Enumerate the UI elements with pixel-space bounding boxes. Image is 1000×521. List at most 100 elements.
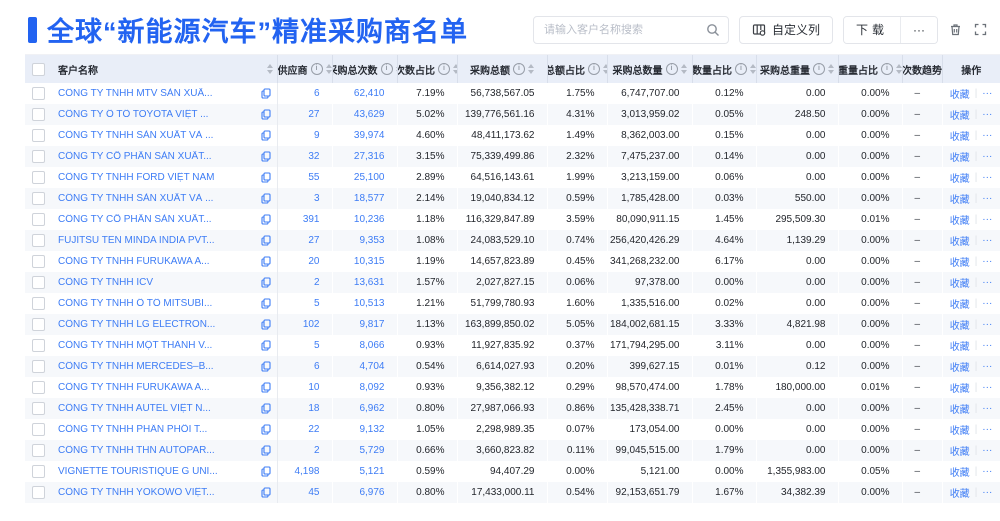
- info-icon[interactable]: i: [588, 63, 600, 75]
- favorite-button[interactable]: 收藏: [949, 153, 970, 164]
- sort-icon[interactable]: [896, 64, 901, 74]
- row-checkbox[interactable]: [32, 381, 45, 394]
- favorite-button[interactable]: 收藏: [949, 195, 970, 206]
- sort-icon[interactable]: [603, 64, 606, 74]
- copy-icon[interactable]: [260, 319, 271, 330]
- copy-icon[interactable]: [260, 361, 271, 372]
- copy-icon[interactable]: [260, 256, 271, 267]
- copy-icon[interactable]: [260, 88, 271, 99]
- company-name-link[interactable]: CÔNG TY TNHH YOKOWO VIỆT...: [58, 487, 215, 498]
- search-icon[interactable]: [706, 23, 720, 37]
- info-icon[interactable]: i: [881, 63, 893, 75]
- favorite-button[interactable]: 收藏: [949, 111, 970, 122]
- row-more-button[interactable]: ···: [982, 445, 993, 456]
- info-icon[interactable]: i: [665, 63, 678, 75]
- row-checkbox[interactable]: [32, 213, 45, 226]
- row-checkbox[interactable]: [32, 465, 45, 478]
- company-name-link[interactable]: CÔNG TY TNHH THN AUTOPAR...: [58, 445, 215, 456]
- row-checkbox[interactable]: [32, 150, 45, 163]
- row-checkbox[interactable]: [32, 276, 45, 289]
- row-more-button[interactable]: ···: [982, 340, 993, 351]
- favorite-button[interactable]: 收藏: [949, 363, 970, 374]
- row-more-button[interactable]: ···: [982, 235, 993, 246]
- company-name-link[interactable]: CÔNG TY TNHH PHÂN PHỐI T...: [58, 424, 208, 435]
- favorite-button[interactable]: 收藏: [949, 468, 970, 479]
- favorite-button[interactable]: 收藏: [949, 405, 970, 416]
- row-checkbox[interactable]: [32, 423, 45, 436]
- company-name-link[interactable]: CÔNG TY CỔ PHẦN SẢN XUẤT...: [58, 151, 212, 162]
- favorite-button[interactable]: 收藏: [949, 216, 970, 227]
- sort-icon[interactable]: [395, 64, 396, 74]
- row-checkbox[interactable]: [32, 108, 45, 121]
- sort-icon[interactable]: [828, 64, 834, 74]
- favorite-button[interactable]: 收藏: [949, 258, 970, 269]
- info-icon[interactable]: i: [380, 63, 393, 75]
- row-checkbox[interactable]: [32, 87, 45, 100]
- favorite-button[interactable]: 收藏: [949, 447, 970, 458]
- favorite-button[interactable]: 收藏: [949, 342, 970, 353]
- search-input[interactable]: [541, 22, 706, 37]
- row-checkbox[interactable]: [32, 318, 45, 331]
- customize-columns-button[interactable]: 自定义列: [738, 15, 833, 44]
- copy-icon[interactable]: [260, 340, 271, 351]
- select-all-checkbox[interactable]: [32, 62, 45, 76]
- search-box[interactable]: [532, 15, 729, 44]
- row-more-button[interactable]: ···: [982, 298, 993, 309]
- copy-icon[interactable]: [260, 214, 271, 225]
- copy-icon[interactable]: [260, 298, 271, 309]
- favorite-button[interactable]: 收藏: [949, 90, 970, 101]
- row-checkbox[interactable]: [32, 234, 45, 247]
- row-more-button[interactable]: ···: [982, 151, 993, 162]
- row-checkbox[interactable]: [32, 192, 45, 205]
- row-more-button[interactable]: ···: [982, 319, 993, 330]
- company-name-link[interactable]: CÔNG TY TNHH AUTEL VIỆT N...: [58, 403, 211, 414]
- row-more-button[interactable]: ···: [982, 256, 993, 267]
- copy-icon[interactable]: [260, 424, 271, 435]
- copy-icon[interactable]: [260, 382, 271, 393]
- company-name-link[interactable]: CÔNG TY TNHH SẢN XUẤT VÀ ...: [58, 130, 214, 141]
- favorite-button[interactable]: 收藏: [949, 300, 970, 311]
- company-name-link[interactable]: CÔNG TY TNHH Ô TÔ MITSUBI...: [58, 298, 213, 309]
- row-more-button[interactable]: ···: [982, 487, 993, 498]
- copy-icon[interactable]: [260, 130, 271, 141]
- copy-icon[interactable]: [260, 445, 271, 456]
- company-name-link[interactable]: CÔNG TY TNHH FORD VIỆT NAM: [58, 172, 215, 183]
- row-more-button[interactable]: ···: [982, 130, 993, 141]
- copy-icon[interactable]: [260, 172, 271, 183]
- row-checkbox[interactable]: [32, 486, 45, 499]
- copy-icon[interactable]: [260, 109, 271, 120]
- copy-icon[interactable]: [260, 466, 271, 477]
- row-checkbox[interactable]: [32, 339, 45, 352]
- favorite-button[interactable]: 收藏: [949, 279, 970, 290]
- company-name-link[interactable]: FUJITSU TEN MINDA INDIA PVT...: [58, 235, 215, 246]
- row-more-button[interactable]: ···: [982, 382, 993, 393]
- toolbar-more-button[interactable]: ···: [900, 16, 937, 43]
- info-icon[interactable]: i: [813, 63, 825, 75]
- copy-icon[interactable]: [260, 277, 271, 288]
- sort-icon[interactable]: [453, 64, 456, 74]
- fullscreen-icon[interactable]: [973, 22, 988, 37]
- info-icon[interactable]: i: [438, 63, 450, 75]
- favorite-button[interactable]: 收藏: [949, 174, 970, 185]
- row-checkbox[interactable]: [32, 444, 45, 457]
- sort-icon[interactable]: [680, 64, 687, 74]
- row-more-button[interactable]: ···: [982, 424, 993, 435]
- copy-icon[interactable]: [260, 151, 271, 162]
- row-more-button[interactable]: ···: [982, 172, 993, 183]
- copy-icon[interactable]: [260, 403, 271, 414]
- company-name-link[interactable]: CÔNG TY Ô TÔ TOYOTA VIỆT ...: [58, 109, 209, 120]
- row-more-button[interactable]: ···: [982, 214, 993, 225]
- row-more-button[interactable]: ···: [982, 277, 993, 288]
- row-more-button[interactable]: ···: [982, 88, 993, 99]
- copy-icon[interactable]: [260, 235, 271, 246]
- info-icon[interactable]: i: [513, 63, 525, 75]
- company-name-link[interactable]: CÔNG TY CỔ PHẦN SẢN XUẤT...: [58, 214, 212, 225]
- company-name-link[interactable]: VIGNETTE TOURISTIQUE G UNI...: [58, 466, 218, 477]
- company-name-link[interactable]: CÔNG TY TNHH LG ELECTRON...: [58, 319, 216, 330]
- favorite-button[interactable]: 收藏: [949, 132, 970, 143]
- favorite-button[interactable]: 收藏: [949, 321, 970, 332]
- row-checkbox[interactable]: [32, 171, 45, 184]
- row-checkbox[interactable]: [32, 129, 45, 142]
- copy-icon[interactable]: [260, 193, 271, 204]
- favorite-button[interactable]: 收藏: [949, 426, 970, 437]
